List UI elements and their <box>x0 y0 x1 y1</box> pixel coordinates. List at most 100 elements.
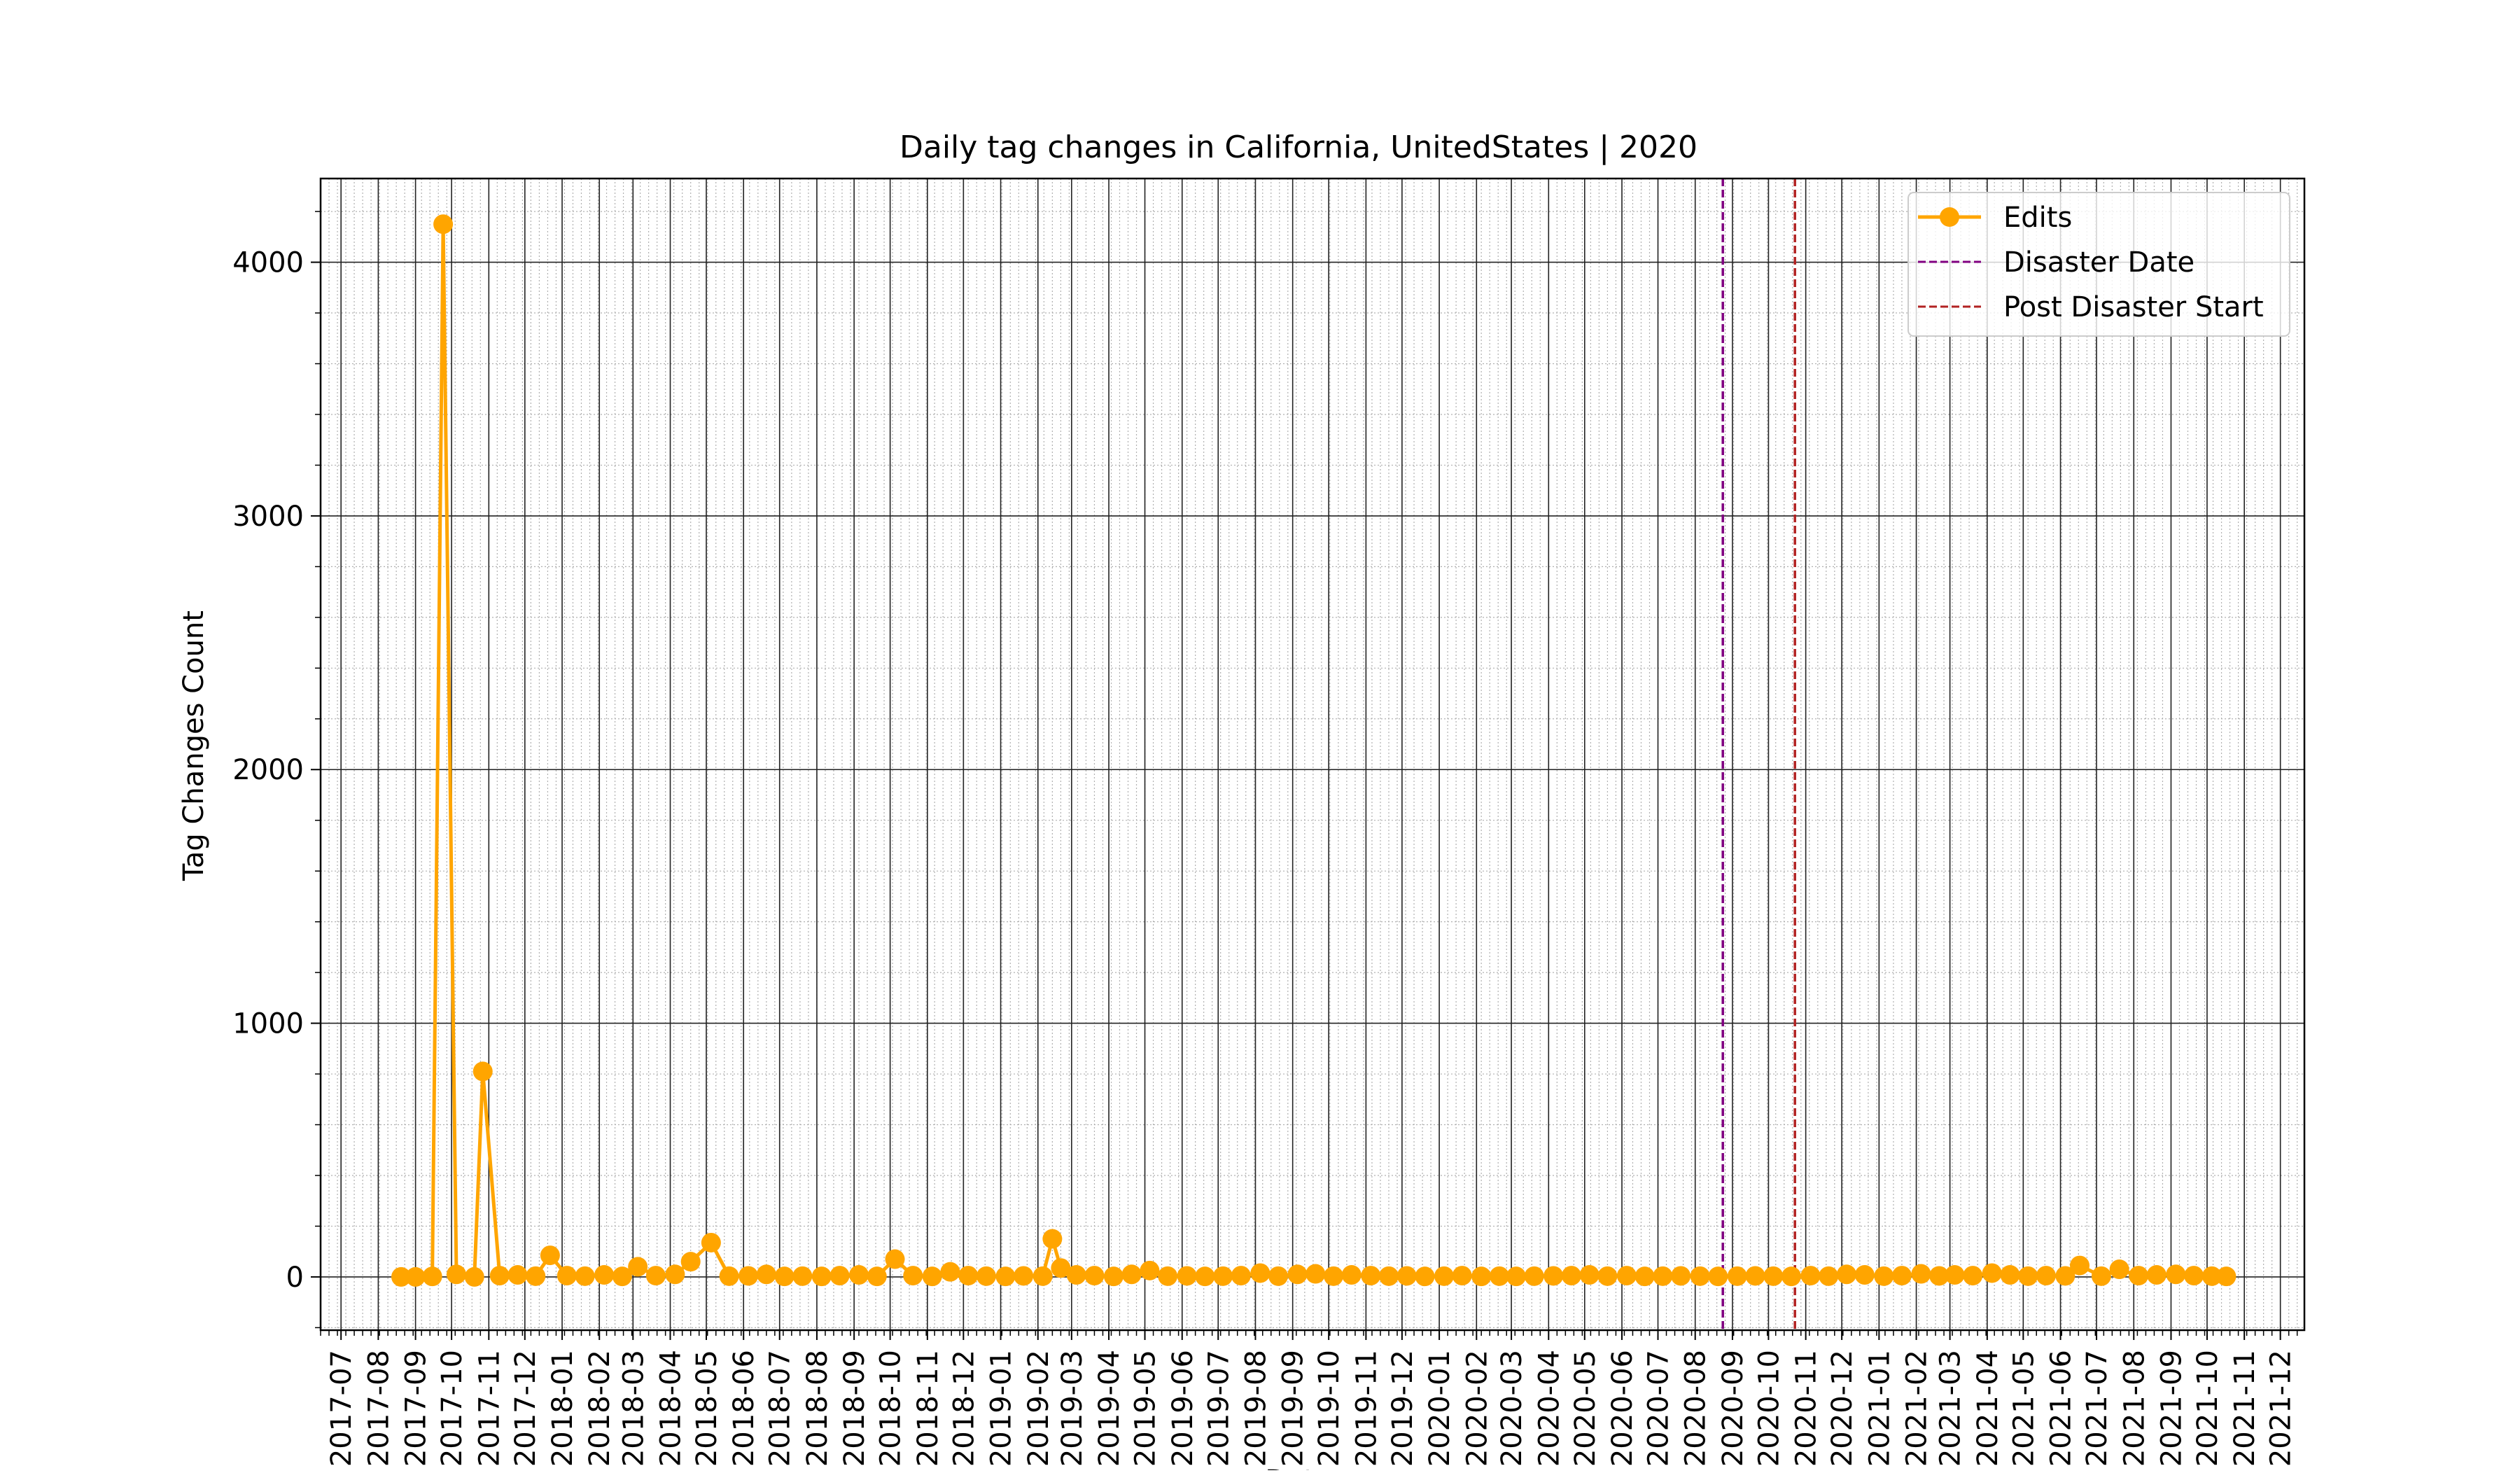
data-point <box>1929 1266 1949 1286</box>
x-tick-label: 2020-06 <box>1606 1350 1639 1467</box>
x-tick-label: 2020-09 <box>1717 1350 1749 1467</box>
data-point <box>2000 1265 2020 1285</box>
data-point <box>1158 1266 1178 1286</box>
data-point <box>811 1266 832 1287</box>
legend-edits-label: Edits <box>2003 202 2072 234</box>
x-tick-label: 2018-11 <box>912 1350 944 1467</box>
x-tick-label: 2020-08 <box>1680 1350 1712 1467</box>
x-tick-label: 2019-02 <box>1023 1350 1055 1467</box>
data-point <box>958 1266 979 1286</box>
data-point <box>433 214 454 235</box>
x-tick-label: 2018-01 <box>547 1350 579 1467</box>
x-tick-label: 2019-03 <box>1056 1350 1088 1467</box>
data-point <box>1361 1266 1381 1286</box>
data-point <box>422 1266 442 1287</box>
x-tick-label: 2020-02 <box>1461 1350 1493 1467</box>
x-tick-label: 2019-05 <box>1130 1350 1162 1467</box>
y-tick-label: 0 <box>286 1262 304 1294</box>
axes <box>311 177 2306 1340</box>
x-tick-label: 2020-10 <box>1753 1350 1785 1467</box>
x-tick-label: 2017-11 <box>473 1350 505 1467</box>
data-point <box>2202 1266 2222 1286</box>
x-tick-label: 2020-01 <box>1424 1350 1456 1467</box>
x-tick-label: 2019-08 <box>1240 1350 1272 1467</box>
data-point <box>446 1264 466 1285</box>
data-point <box>1727 1266 1747 1286</box>
x-tick-label: 2019-12 <box>1387 1350 1419 1467</box>
data-point <box>1945 1265 1965 1285</box>
data-point <box>1231 1266 1251 1286</box>
legend-disaster-date-label: Disaster Date <box>2003 246 2194 279</box>
data-point <box>2109 1259 2129 1280</box>
data-point <box>1140 1260 1160 1280</box>
data-point <box>575 1266 595 1286</box>
data-point <box>976 1266 996 1286</box>
x-tick-label: 2018-06 <box>728 1350 760 1467</box>
data-point <box>472 1061 493 1082</box>
x-tick-label: 2021-07 <box>2081 1350 2113 1467</box>
legend-item-disaster-date: Disaster Date <box>1918 246 2194 279</box>
tick-labels: 2017-07 2017-08 2017-09 2017-10 2017-11 2017-… <box>232 247 2297 1467</box>
x-tick-label: 2018-12 <box>948 1350 980 1467</box>
x-tick-label: 2021-01 <box>1863 1350 1896 1467</box>
x-tick-label: 2018-08 <box>802 1350 834 1467</box>
data-point <box>556 1266 577 1286</box>
x-tick-label: 2019-04 <box>1093 1350 1126 1467</box>
data-point <box>645 1266 666 1286</box>
plot-frame <box>319 177 2306 1332</box>
x-tick-label: 2020-12 <box>1826 1350 1858 1467</box>
data-point <box>1561 1266 1581 1286</box>
data-point <box>756 1264 776 1285</box>
data-point <box>1014 1266 1034 1286</box>
x-tick-label: 2020-04 <box>1533 1350 1565 1467</box>
data-point <box>1268 1266 1289 1286</box>
data-point <box>489 1266 510 1286</box>
data-point <box>540 1245 560 1266</box>
x-tick-label: 2018-04 <box>655 1350 687 1467</box>
data-point <box>719 1266 739 1286</box>
data-point <box>1341 1265 1362 1285</box>
data-point <box>903 1266 923 1286</box>
data-point <box>2166 1264 2186 1285</box>
data-point <box>1544 1266 1564 1286</box>
y-axis-label: Tag Changes Count <box>178 610 210 881</box>
data-point <box>1708 1266 1728 1287</box>
x-tick-label: 2021-06 <box>2045 1350 2078 1467</box>
data-point <box>849 1265 869 1285</box>
data-point <box>774 1266 794 1287</box>
x-tick-label: 2018-03 <box>617 1350 650 1467</box>
data-point <box>594 1265 615 1285</box>
legend-frame <box>1907 192 2290 337</box>
data-point <box>2070 1255 2090 1276</box>
data-point <box>1579 1265 1600 1285</box>
x-tick-label: 2019-07 <box>1203 1350 1235 1467</box>
x-tick-label: 2021-10 <box>2192 1350 2224 1467</box>
x-tick-label: 2017-07 <box>326 1350 358 1467</box>
data-point <box>507 1265 528 1285</box>
data-point <box>1287 1264 1308 1285</box>
chart-title: Daily tag changes in California, UnitedS… <box>899 130 1698 165</box>
x-tick-label: 2019-01 <box>986 1350 1018 1467</box>
data-point <box>1032 1266 1053 1286</box>
data-point <box>1982 1263 2002 1283</box>
data-point <box>1800 1266 1821 1286</box>
data-point <box>1653 1266 1673 1286</box>
data-point <box>885 1249 905 1269</box>
data-point <box>1506 1266 1526 1287</box>
data-point <box>1489 1266 1509 1286</box>
data-point <box>792 1266 813 1286</box>
data-point <box>2146 1265 2166 1285</box>
data-point <box>867 1266 887 1287</box>
data-point <box>1524 1266 1544 1286</box>
legend-item-post-disaster-start: Post Disaster Start <box>1918 291 2264 323</box>
data-point <box>922 1266 942 1287</box>
x-tick-label: 2017-12 <box>510 1350 542 1467</box>
data-point <box>1891 1266 1912 1286</box>
data-point <box>1745 1266 1765 1286</box>
data-point <box>665 1264 685 1285</box>
data-point <box>2036 1266 2056 1286</box>
data-point <box>2129 1266 2149 1286</box>
data-point <box>2091 1266 2111 1286</box>
